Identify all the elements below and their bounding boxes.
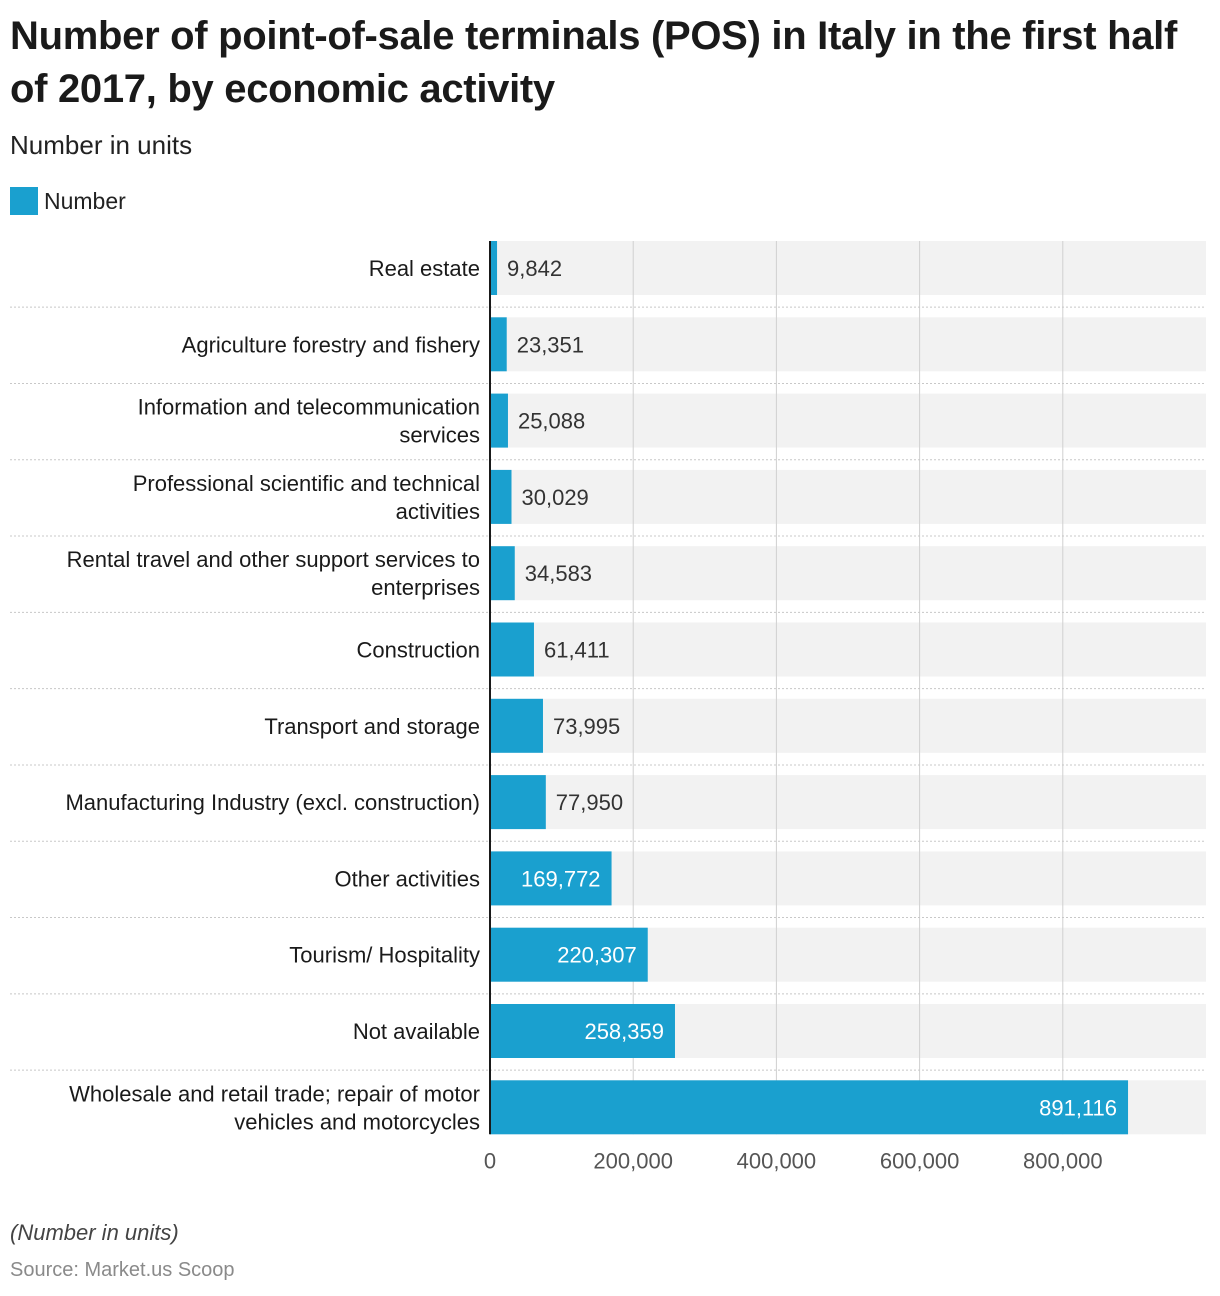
bar[interactable] — [490, 775, 546, 830]
bar-track — [490, 775, 1206, 830]
legend-label: Number — [44, 187, 126, 214]
bar-value-label: 891,116 — [1039, 1095, 1117, 1120]
chart-title: Number of point-of-sale terminals (POS) … — [10, 14, 1177, 111]
category-label: Rental travel and other support services… — [67, 547, 480, 572]
category-label: Construction — [356, 638, 480, 663]
category-label: Transport and storage — [264, 714, 480, 739]
bar-track — [490, 698, 1206, 753]
legend: Number — [10, 186, 126, 216]
x-tick-label: 800,000 — [1023, 1148, 1103, 1173]
bar[interactable] — [490, 1080, 1129, 1135]
bar-track — [490, 241, 1206, 295]
category-label: Other activities — [335, 866, 481, 891]
bar[interactable] — [490, 622, 534, 677]
category-label: Information and telecommunication — [138, 395, 480, 420]
bar[interactable] — [490, 317, 507, 372]
bar-value-label: 34,583 — [525, 561, 592, 586]
bar[interactable] — [490, 469, 512, 524]
category-label: vehicles and motorcycles — [234, 1109, 480, 1134]
category-label: Wholesale and retail trade; repair of mo… — [69, 1081, 480, 1106]
bar-chart: 9,842 Real estate 23,351 Agriculture forest… — [10, 241, 1206, 1173]
bar-track — [490, 546, 1206, 601]
category-label: enterprises — [371, 575, 480, 600]
bar-value-label: 220,307 — [557, 943, 637, 968]
bar-track — [490, 393, 1206, 448]
bar[interactable] — [490, 241, 498, 295]
bar[interactable] — [490, 1004, 675, 1058]
bar-value-label: 9,842 — [507, 256, 562, 281]
category-label: Manufacturing Industry (excl. constructi… — [65, 790, 480, 815]
legend-swatch — [10, 187, 38, 215]
bar[interactable] — [490, 546, 515, 601]
x-tick-label: 200,000 — [593, 1148, 673, 1173]
bar-track — [490, 622, 1206, 677]
category-label: Not available — [353, 1019, 480, 1044]
category-label: services — [399, 423, 480, 448]
bar-value-label: 25,088 — [518, 409, 585, 434]
category-label: Real estate — [369, 256, 480, 281]
bar-value-label: 258,359 — [584, 1019, 664, 1044]
source-note: Source: Market.us Scoop — [10, 1259, 235, 1281]
bar[interactable] — [490, 393, 508, 448]
category-label: Professional scientific and technical — [133, 471, 480, 496]
bar-value-label: 23,351 — [517, 332, 584, 357]
category-label: Agriculture forestry and fishery — [182, 332, 480, 357]
category-label: activities — [396, 499, 480, 524]
bar-value-label: 77,950 — [556, 790, 623, 815]
x-tick-label: 0 — [484, 1148, 496, 1173]
bar-value-label: 169,772 — [521, 866, 601, 891]
bar-value-label: 30,029 — [522, 485, 589, 510]
bar-track — [490, 469, 1206, 524]
bar[interactable] — [490, 851, 612, 906]
bar-track — [490, 317, 1206, 372]
category-label: Tourism/ Hospitality — [289, 943, 480, 968]
bar[interactable] — [490, 927, 648, 982]
bar-value-label: 61,411 — [544, 638, 610, 663]
bar[interactable] — [490, 698, 543, 753]
chart-subtitle: Number in units — [10, 130, 193, 160]
x-tick-label: 600,000 — [880, 1148, 960, 1173]
bar-value-label: 73,995 — [553, 714, 620, 739]
x-tick-label: 400,000 — [737, 1148, 817, 1173]
units-note: (Number in units) — [10, 1220, 179, 1245]
